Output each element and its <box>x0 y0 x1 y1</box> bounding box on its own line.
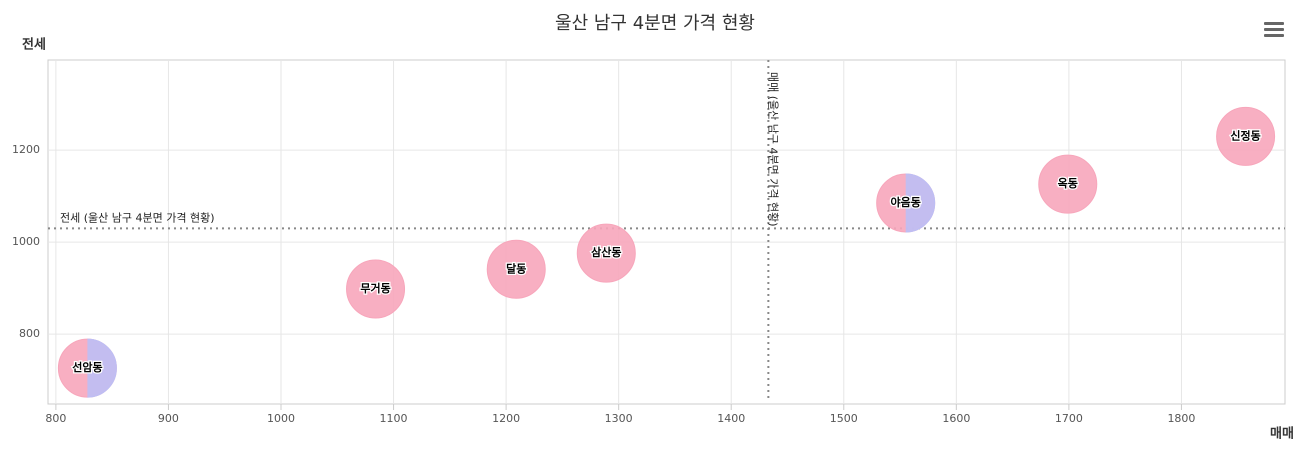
bubble <box>486 239 546 299</box>
y-tick-label: 1200 <box>12 143 40 156</box>
menu-bar <box>1264 28 1284 31</box>
x-tick-label: 1100 <box>380 412 408 425</box>
bubble <box>905 173 936 233</box>
x-tick-label: 1700 <box>1055 412 1083 425</box>
bubble-label: 선암동 <box>72 360 102 374</box>
bubble <box>1216 106 1276 166</box>
chart-title: 울산 남구 4분면 가격 현황 <box>555 13 755 34</box>
bubble <box>1038 154 1098 214</box>
x-tick-label: 1000 <box>267 412 295 425</box>
x-tick-label: 1200 <box>492 412 520 425</box>
x-tick-label: 1800 <box>1167 412 1195 425</box>
plot-line-label: 전세 (울산 남구 4분면 가격 현황) <box>60 211 215 224</box>
bubble-label: 달동 <box>506 262 526 275</box>
menu-button[interactable] <box>1264 22 1284 37</box>
bubble-label: 옥동 <box>1058 177 1078 190</box>
bubble-label: 신정동 <box>1230 128 1260 142</box>
x-tick-label: 1500 <box>830 412 858 425</box>
x-tick-label: 800 <box>45 412 66 425</box>
bubble-label: 야음동 <box>890 195 920 209</box>
x-axis-title: 매매 <box>1270 427 1294 442</box>
bubble-label: 삼산동 <box>591 245 621 259</box>
y-tick-label: 1000 <box>12 235 40 248</box>
plot-border <box>47 59 1286 405</box>
bubble-label: 무거동 <box>360 281 390 295</box>
bubble <box>87 338 117 398</box>
menu-bar <box>1264 34 1284 37</box>
x-tick-label: 1400 <box>717 412 745 425</box>
x-tick-label: 1300 <box>605 412 633 425</box>
plot-line-label: 매매 (울산 남구 4분면 가격 현황) <box>766 72 779 227</box>
bubble <box>346 259 406 319</box>
menu-bar <box>1264 22 1284 25</box>
bubble <box>576 223 636 283</box>
x-tick-label: 900 <box>158 412 179 425</box>
x-tick-label: 1600 <box>942 412 970 425</box>
y-tick-label: 800 <box>19 327 40 340</box>
y-axis-title: 전세 <box>22 37 46 53</box>
